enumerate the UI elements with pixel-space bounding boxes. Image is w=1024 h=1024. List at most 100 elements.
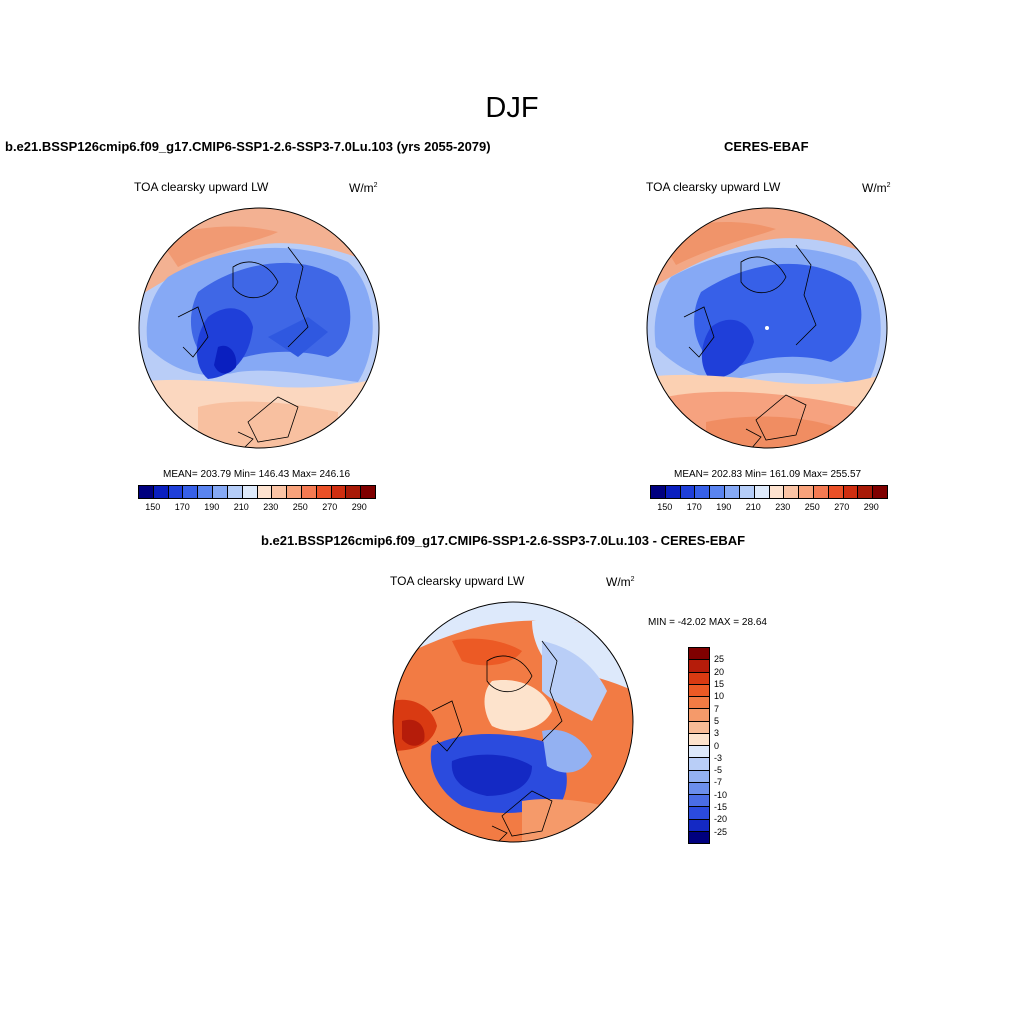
colorbar-tick-label: 7 (714, 703, 720, 714)
colorbar-swatch (689, 684, 709, 697)
panel-3-units: W/m2 (606, 575, 635, 589)
colorbar-tick-label: 20 (714, 666, 725, 677)
panel-3-variable: TOA clearsky upward LW (390, 574, 525, 588)
colorbar-swatch (689, 807, 709, 820)
colorbar-tick-label: 210 (233, 502, 249, 512)
colorbar-swatch (858, 486, 874, 498)
colorbar-tick-label: 15 (714, 678, 725, 689)
colorbar-swatch (168, 486, 184, 498)
panel-1-units: W/m2 (349, 181, 378, 195)
colorbar-swatch (689, 648, 709, 661)
panel-1-colorbar (138, 485, 376, 499)
colorbar-swatch (784, 486, 800, 498)
panel-3-map (392, 601, 634, 843)
colorbar-swatch (183, 486, 199, 498)
colorbar-swatch (213, 486, 228, 498)
colorbar-swatch (710, 486, 726, 498)
panel-2-units: W/m2 (862, 181, 891, 195)
panel-1-variable: TOA clearsky upward LW (134, 180, 269, 194)
colorbar-swatch (769, 486, 785, 498)
colorbar-swatch (361, 486, 375, 498)
colorbar-swatch (689, 758, 709, 771)
colorbar-tick-label: -5 (714, 765, 723, 776)
colorbar-tick-label: 3 (714, 728, 720, 739)
colorbar-tick-label: 270 (834, 502, 850, 512)
colorbar-tick-label: 190 (716, 502, 732, 512)
colorbar-tick-label: 230 (263, 502, 279, 512)
colorbar-tick-label: 230 (775, 502, 791, 512)
panel-1-colorbar-ticks: 150 170 190 210 230 250 270 290 (138, 502, 374, 516)
panel-2-variable: TOA clearsky upward LW (646, 180, 781, 194)
colorbar-swatch (689, 782, 709, 795)
colorbar-swatch (689, 819, 709, 832)
colorbar-swatch (813, 486, 829, 498)
panel-1-title: b.e21.BSSP126cmip6.f09_g17.CMIP6-SSP1-2.… (5, 139, 491, 154)
colorbar-swatch (828, 486, 844, 498)
colorbar-swatch (346, 486, 362, 498)
colorbar-tick-label: 290 (863, 502, 879, 512)
colorbar-swatch (689, 721, 709, 734)
colorbar-tick-label: 170 (174, 502, 190, 512)
colorbar-swatch (689, 733, 709, 746)
colorbar-swatch (689, 672, 709, 685)
panel-1-stats: MEAN= 203.79 Min= 146.43 Max= 246.16 (163, 469, 351, 480)
colorbar-swatch (739, 486, 755, 498)
colorbar-swatch (651, 486, 666, 498)
colorbar-swatch (689, 660, 709, 673)
colorbar-tick-label: -10 (714, 789, 728, 800)
colorbar-swatch (665, 486, 681, 498)
colorbar-swatch (695, 486, 711, 498)
colorbar-swatch (689, 831, 709, 843)
colorbar-swatch (689, 709, 709, 722)
colorbar-swatch (843, 486, 859, 498)
panel-2-map (646, 207, 888, 449)
colorbar-swatch (725, 486, 740, 498)
colorbar-tick-label: -25 (714, 826, 728, 837)
colorbar-swatch (272, 486, 288, 498)
colorbar-swatch (257, 486, 273, 498)
panel-2-colorbar (650, 485, 888, 499)
colorbar-tick-label: 0 (714, 740, 720, 751)
figure-title: DJF (485, 92, 539, 124)
colorbar-tick-label: 290 (351, 502, 367, 512)
colorbar-swatch (198, 486, 214, 498)
colorbar-swatch (689, 697, 709, 710)
colorbar-tick-label: 5 (714, 715, 720, 726)
colorbar-swatch (287, 486, 302, 498)
panel-1-map (138, 207, 380, 449)
colorbar-swatch (139, 486, 154, 498)
colorbar-swatch (316, 486, 332, 498)
colorbar-tick-label: 150 (145, 502, 161, 512)
colorbar-tick-label: 190 (204, 502, 220, 512)
colorbar-swatch (680, 486, 696, 498)
colorbar-swatch (754, 486, 770, 498)
colorbar-tick-label: 10 (714, 691, 725, 702)
colorbar-tick-label: -15 (714, 802, 728, 813)
panel-3-title: b.e21.BSSP126cmip6.f09_g17.CMIP6-SSP1-2.… (261, 533, 746, 548)
colorbar-swatch (689, 746, 709, 759)
colorbar-swatch (242, 486, 258, 498)
colorbar-tick-label: -7 (714, 777, 723, 788)
colorbar-tick-label: 170 (686, 502, 702, 512)
colorbar-swatch (689, 770, 709, 783)
colorbar-tick-label: 210 (745, 502, 761, 512)
panel-3-colorbar-ticks: 25 20 15 10 7 5 3 0 -3 -5 -7 -10 -15 -20 -25 (688, 647, 748, 844)
colorbar-swatch (301, 486, 317, 498)
colorbar-tick-label: 250 (804, 502, 820, 512)
panel-2-stats: MEAN= 202.83 Min= 161.09 Max= 255.57 (674, 469, 862, 480)
panel-3-colorbar (688, 647, 710, 844)
colorbar-tick-label: 150 (657, 502, 673, 512)
panel-3-stats: MIN = -42.02 MAX = 28.64 (648, 617, 767, 628)
colorbar-tick-label: 270 (322, 502, 338, 512)
colorbar-swatch (227, 486, 243, 498)
panel-2-colorbar-ticks: 150 170 190 210 230 250 270 290 (650, 502, 886, 516)
colorbar-tick-label: -3 (714, 752, 723, 763)
colorbar-swatch (689, 795, 709, 808)
colorbar-tick-label: 250 (292, 502, 308, 512)
colorbar-tick-label: 25 (714, 654, 725, 665)
colorbar-swatch (799, 486, 814, 498)
colorbar-swatch (153, 486, 169, 498)
colorbar-swatch (331, 486, 347, 498)
colorbar-swatch (873, 486, 887, 498)
colorbar-tick-label: -20 (714, 814, 728, 825)
